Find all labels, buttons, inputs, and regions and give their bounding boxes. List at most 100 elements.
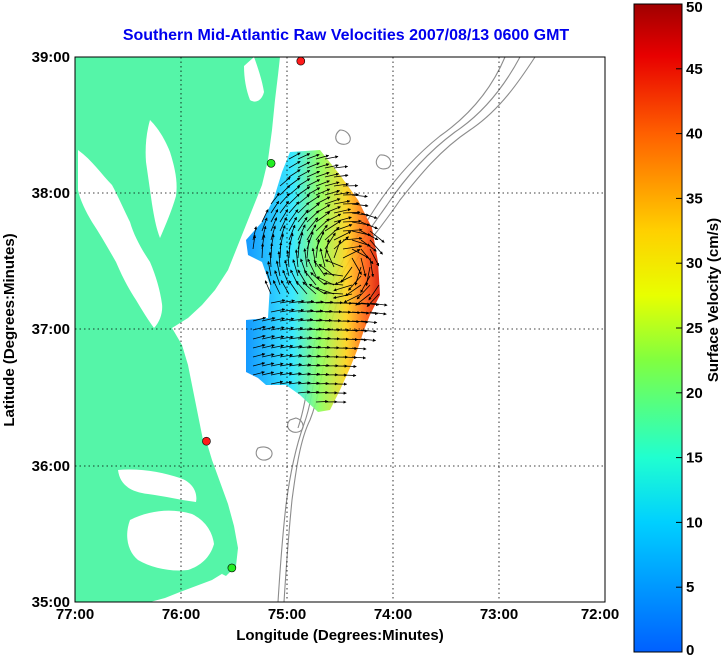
velocity-arrow	[360, 320, 378, 324]
velocity-arrow	[360, 239, 377, 252]
velocity-arrow	[261, 326, 276, 331]
velocity-arrow	[288, 152, 301, 160]
velocity-arrow	[270, 225, 276, 241]
x-tick-label: 77:00	[56, 606, 94, 623]
velocity-arrow	[306, 210, 320, 223]
velocity-arrow	[273, 280, 281, 295]
velocity-arrow	[369, 311, 387, 316]
velocity-arrow	[279, 353, 294, 358]
velocity-arrow	[297, 354, 312, 358]
velocity-arrow	[279, 225, 286, 241]
y-tick-label: 37:00	[32, 321, 70, 338]
velocity-arrow	[279, 371, 293, 376]
velocity-arrow	[252, 234, 257, 250]
velocity-arrow	[360, 302, 380, 307]
colorbar-tick-label: 50	[686, 0, 703, 16]
velocity-arrow	[360, 329, 377, 333]
colorbar-ticks: 0 5 10 15 20 25 30 35 40 45 50	[676, 0, 703, 659]
velocity-arrow	[295, 280, 308, 295]
velocity-arrow	[270, 217, 278, 232]
velocity-arrow	[297, 372, 312, 376]
velocity-arrow	[270, 371, 284, 376]
plot-frame	[74, 56, 606, 603]
velocity-arrow	[342, 201, 360, 206]
velocity-arrow	[288, 185, 301, 196]
velocity-arrow	[267, 260, 272, 277]
velocity-arrow	[351, 338, 368, 342]
velocity-arrow	[360, 248, 374, 265]
velocity-arrow	[270, 335, 285, 340]
velocity-arrow	[288, 308, 305, 313]
velocity-arrow	[288, 216, 297, 232]
map-title: Southern Mid-Atlantic Raw Velocities 200…	[123, 27, 570, 44]
velocity-arrow	[351, 203, 369, 208]
velocity-arrow	[306, 187, 321, 196]
albemarle-sound	[118, 469, 197, 502]
velocity-arrow	[306, 217, 319, 232]
velocity-arrow	[333, 236, 349, 250]
velocity-arrow	[284, 259, 290, 277]
velocity-arrow	[325, 249, 335, 268]
velocity-arrow	[324, 259, 344, 268]
velocity-arrow	[261, 362, 275, 367]
velocity-arrow	[297, 209, 309, 223]
velocity-arrow	[297, 240, 301, 259]
velocity-arrow	[297, 390, 311, 394]
velocity-arrow	[351, 329, 368, 333]
x-axis: 77:00 76:00 75:00 74:00 73:00 72:00 Long…	[56, 606, 619, 644]
velocity-arrow	[344, 284, 362, 297]
y-tick-label: 35:00	[32, 594, 70, 611]
velocity-arrow	[306, 336, 322, 340]
velocity-arrow	[348, 275, 362, 291]
velocity-arrow	[288, 381, 302, 385]
velocity-arrow	[311, 247, 317, 268]
colorbar-tick-label: 45	[686, 61, 703, 78]
velocity-arrow	[313, 259, 326, 277]
velocity-arrow	[342, 249, 361, 259]
velocity-arrow	[279, 193, 290, 205]
velocity-arrow	[369, 302, 388, 307]
delaware-bay	[244, 57, 264, 102]
velocity-arrow	[270, 242, 274, 259]
velocity-arrow	[288, 354, 303, 358]
x-tick-label: 76:00	[162, 606, 200, 623]
velocity-arrow	[315, 309, 333, 313]
velocity-field	[246, 150, 388, 412]
velocity-arrow	[252, 371, 265, 376]
velocity-arrow	[294, 249, 299, 268]
velocity-arrow	[268, 251, 272, 268]
velocity-arrow	[324, 181, 340, 187]
velocity-arrow	[306, 318, 323, 322]
velocity-arrow	[252, 334, 266, 340]
velocity-arrow	[333, 208, 352, 214]
velocity-arrow	[360, 257, 367, 277]
velocity-arrow	[319, 248, 326, 268]
velocity-arrow	[315, 363, 330, 368]
velocity-arrow	[333, 231, 352, 241]
velocity-arrow	[288, 193, 300, 205]
velocity-arrow	[288, 335, 304, 340]
velocity-arrow	[288, 177, 301, 187]
grid-lines	[75, 57, 605, 602]
velocity-arrow	[288, 201, 300, 214]
velocity-arrow	[306, 363, 321, 367]
velocity-arrow	[360, 275, 371, 294]
velocity-arrow	[324, 172, 340, 178]
velocity-arrow	[324, 238, 330, 259]
velocity-arrow	[333, 216, 352, 223]
velocity-arrow	[288, 317, 304, 322]
x-tick-label: 72:00	[581, 606, 619, 623]
velocity-arrow	[333, 182, 350, 187]
velocity-arrow	[315, 372, 330, 377]
velocity-arrow	[279, 299, 296, 304]
velocity-arrow	[315, 188, 331, 196]
velocity-arrow	[369, 239, 383, 255]
x-tick-label: 75:00	[268, 606, 306, 623]
colorbar-tick-label: 5	[686, 579, 694, 596]
velocity-arrow	[315, 238, 320, 259]
velocity-arrow	[351, 302, 371, 306]
velocity-arrow	[279, 308, 295, 313]
velocity-arrow	[315, 354, 330, 359]
colorbar-label: Surface Velocity (cm/s)	[705, 218, 722, 382]
velocity-arrow	[342, 364, 357, 369]
